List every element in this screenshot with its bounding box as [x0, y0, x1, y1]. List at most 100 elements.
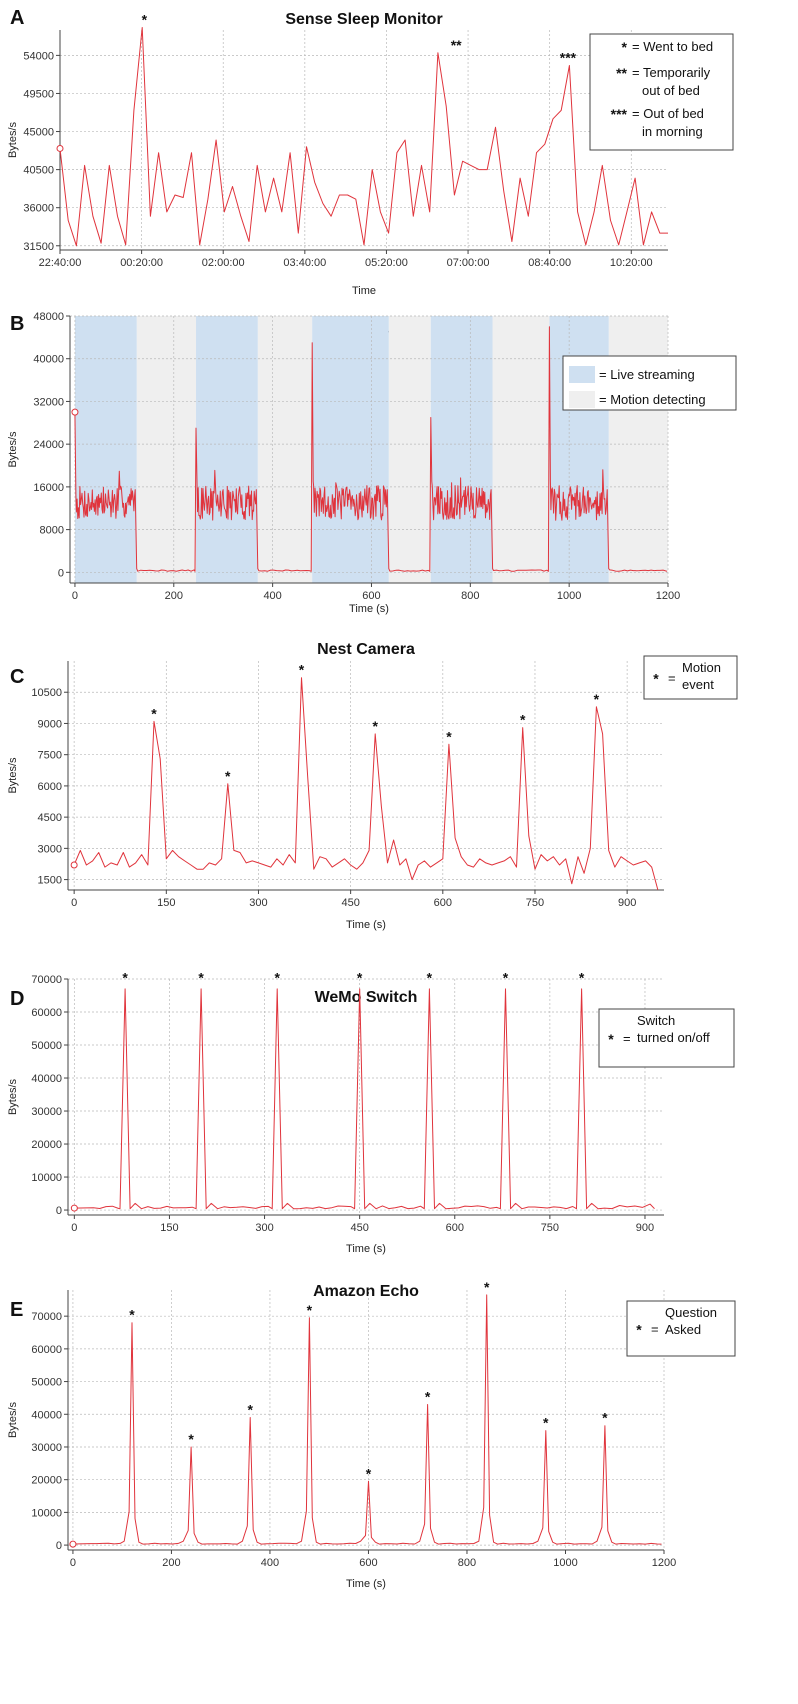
x-tick-label: 800 — [461, 590, 479, 602]
legend-box — [589, 33, 734, 151]
x-tick-label: 300 — [249, 897, 267, 909]
event-star-annotation: * — [188, 1431, 194, 1447]
event-star-annotation: * — [425, 1388, 431, 1404]
y-tick-label: 16000 — [33, 482, 64, 494]
series-start-marker — [70, 1204, 78, 1212]
event-star-annotation: * — [594, 691, 600, 707]
chart-panel-c: C Nest Camera 0 150 300 450 600 750 900 1500 3000 4… — [7, 641, 738, 931]
legend-box — [643, 655, 738, 700]
event-star-annotation: * — [579, 970, 585, 986]
y-tick-label: 70000 — [31, 1311, 62, 1323]
x-tick-label: 900 — [618, 897, 636, 909]
y-tick-label: 45000 — [23, 127, 54, 139]
x-axis-label: Time — [352, 285, 376, 297]
x-tick-label: 150 — [157, 897, 175, 909]
x-tick-label: 05:20:00 — [365, 257, 408, 269]
x-tick-label: 10:20:00 — [610, 257, 653, 269]
legend-swatch — [569, 366, 595, 383]
event-star-annotation: * — [275, 970, 281, 986]
legend: = Live streaming = Motion detecting — [562, 355, 737, 411]
x-tick-label: 1200 — [652, 1557, 676, 1569]
legend-label: = — [668, 671, 676, 686]
motion-detecting-band — [136, 316, 197, 583]
panel-letter: C — [10, 666, 24, 688]
x-tick-label: 450 — [350, 1222, 368, 1234]
series-line — [74, 988, 655, 1210]
y-tick-label: 30000 — [31, 1106, 62, 1118]
event-star-annotation: * — [372, 718, 378, 734]
y-tick-label: 36000 — [23, 203, 54, 215]
y-tick-label: 48000 — [33, 311, 64, 323]
legend-symbol: * — [653, 671, 659, 687]
live-streaming-band — [196, 316, 258, 583]
y-tick-label: 49500 — [23, 88, 54, 100]
series-line — [59, 27, 668, 247]
x-tick-label: 200 — [162, 1557, 180, 1569]
event-star-annotation: * — [366, 1465, 372, 1481]
y-tick-label: 6000 — [38, 781, 62, 793]
event-star-annotation: * — [307, 1302, 313, 1318]
legend: * = Went to bed ** = Temporarily out of bed *… — [589, 33, 734, 151]
y-tick-label: 31500 — [23, 241, 54, 253]
y-axis-label: Bytes/s — [7, 1078, 19, 1115]
event-star-annotation: * — [151, 705, 157, 721]
y-tick-label: 54000 — [23, 50, 54, 62]
x-tick-label: 08:40:00 — [528, 257, 571, 269]
y-tick-label: 30000 — [31, 1442, 62, 1454]
y-axis-label: Bytes/s — [7, 757, 19, 794]
y-tick-label: 0 — [56, 1205, 62, 1217]
y-axis-label: Bytes/s — [7, 121, 19, 158]
legend-label: turned on/off — [637, 1030, 710, 1045]
legend-label: = Motion detecting — [599, 392, 706, 407]
y-axis-label: Bytes/s — [7, 1401, 19, 1438]
motion-detecting-band — [492, 316, 550, 583]
event-star-annotation: * — [357, 970, 363, 986]
event-star-annotation: *** — [560, 50, 577, 66]
x-tick-label: 900 — [636, 1222, 654, 1234]
x-tick-label: 600 — [359, 1557, 377, 1569]
legend-label: event — [682, 677, 714, 692]
event-star-annotation: * — [122, 970, 128, 986]
chart-title: WeMo Switch — [315, 989, 418, 1006]
event-star-annotation: * — [427, 970, 433, 986]
y-tick-label: 8000 — [40, 525, 64, 537]
live-streaming-band — [430, 316, 493, 583]
legend-symbol: * — [636, 1322, 642, 1338]
x-axis-label: Time (s) — [349, 603, 389, 615]
legend-swatch — [569, 391, 595, 408]
x-tick-label: 07:00:00 — [447, 257, 490, 269]
chart-panel-b: BNest Camera0200400600800100012000800016… — [7, 311, 737, 615]
event-star-annotation: ** — [451, 37, 462, 53]
x-tick-label: 1200 — [656, 590, 680, 602]
y-tick-label: 70000 — [31, 974, 62, 986]
legend-symbol: ** — [616, 65, 627, 81]
y-tick-label: 10000 — [31, 1507, 62, 1519]
x-tick-label: 600 — [446, 1222, 464, 1234]
x-axis-label: Time (s) — [346, 1578, 386, 1590]
y-axis-label: Bytes/s — [7, 431, 19, 468]
event-star-annotation: * — [225, 768, 231, 784]
y-tick-label: 60000 — [31, 1007, 62, 1019]
chart-panel-e: E Amazon Echo 0 200 400 600 800 1000 1200 0 10000 2… — [7, 1279, 736, 1590]
event-star-annotation: * — [484, 1279, 490, 1295]
x-tick-label: 0 — [70, 1557, 76, 1569]
y-tick-label: 20000 — [31, 1139, 62, 1151]
event-star-annotation: * — [142, 11, 148, 27]
series-line — [72, 1294, 662, 1545]
chart-panel-d: D WeMo Switch 0 150 300 450 600 750 900 0 10000 200… — [7, 970, 735, 1255]
legend-label: out of bed — [642, 83, 700, 98]
y-tick-label: 40500 — [23, 165, 54, 177]
panel-letter: E — [10, 1299, 23, 1321]
y-tick-label: 9000 — [38, 718, 62, 730]
y-tick-label: 0 — [56, 1540, 62, 1552]
legend-label: Switch — [637, 1013, 675, 1028]
event-star-annotation: * — [503, 970, 509, 986]
x-tick-label: 03:40:00 — [283, 257, 326, 269]
chart-title: Amazon Echo — [313, 1283, 419, 1300]
y-tick-label: 4500 — [38, 812, 62, 824]
legend-label: Motion — [682, 660, 721, 675]
x-tick-label: 300 — [255, 1222, 273, 1234]
event-star-annotation: * — [198, 970, 204, 986]
legend-symbol: * — [622, 39, 628, 55]
event-star-annotation: * — [299, 662, 305, 678]
